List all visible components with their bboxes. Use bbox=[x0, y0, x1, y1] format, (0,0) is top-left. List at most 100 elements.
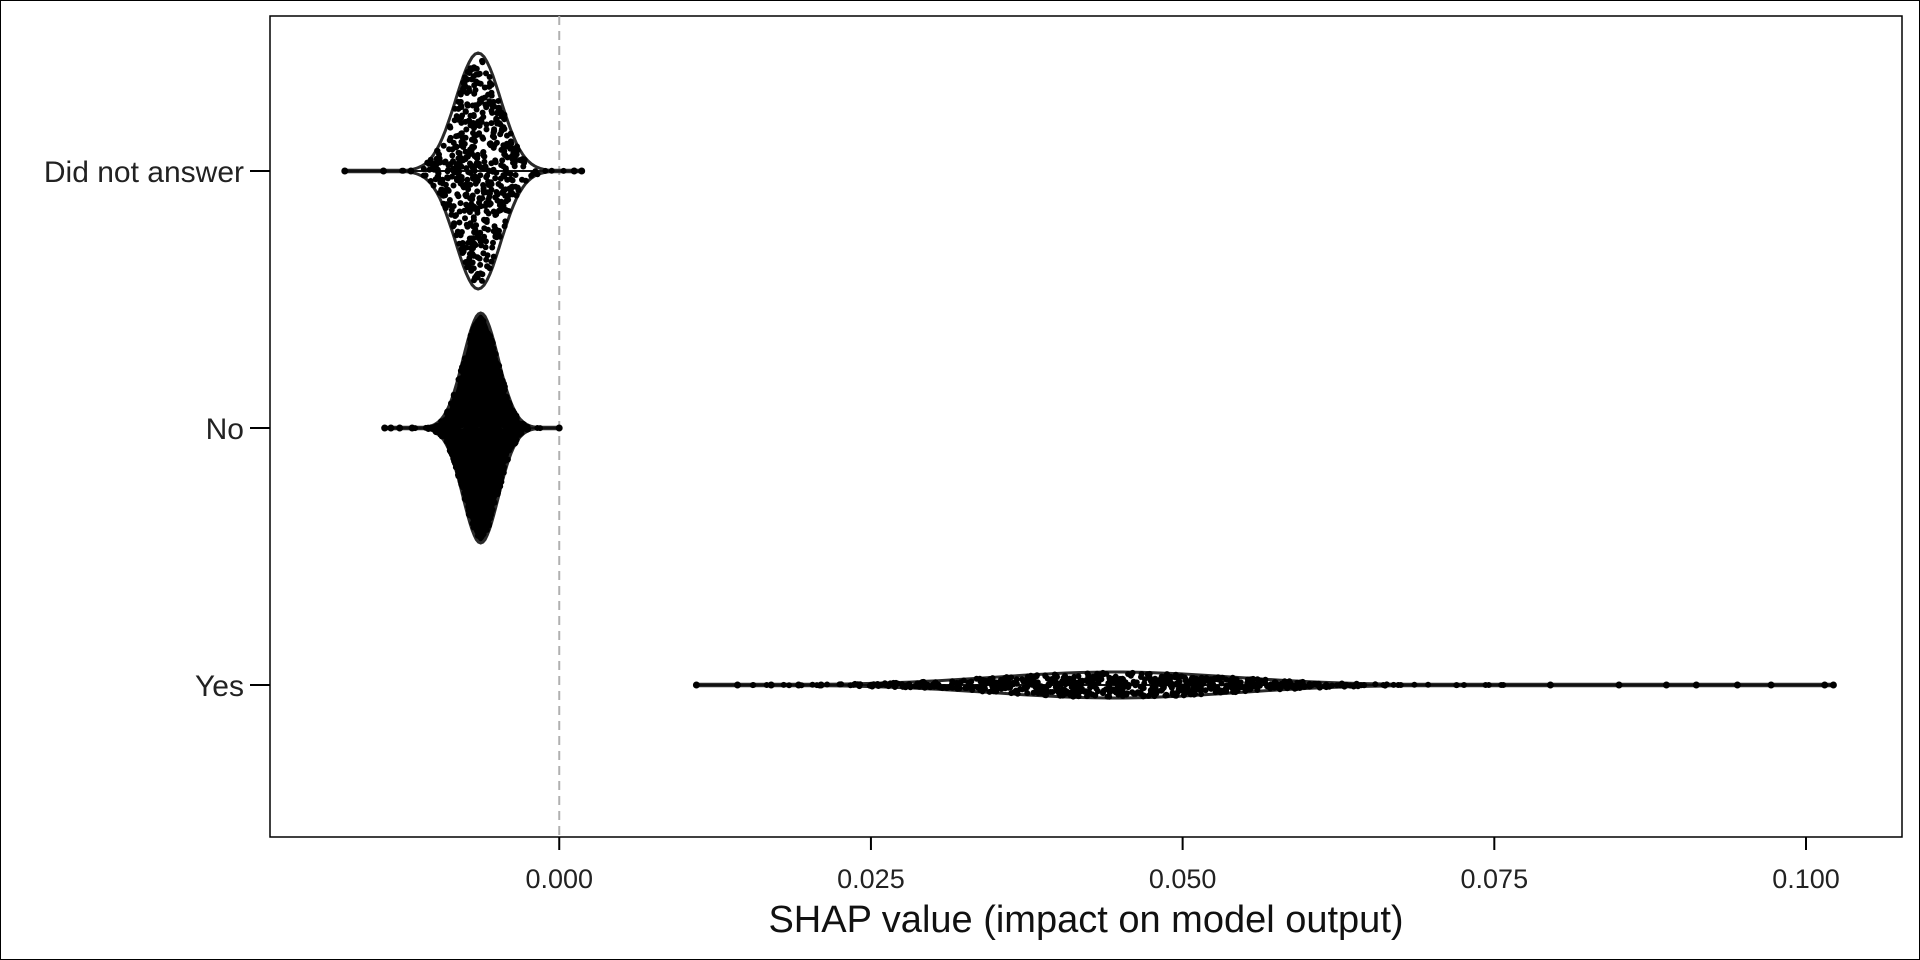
data-point bbox=[490, 390, 497, 396]
data-point bbox=[493, 226, 500, 233]
data-point bbox=[924, 681, 931, 688]
data-point bbox=[492, 378, 499, 385]
data-point bbox=[495, 482, 502, 489]
data-point bbox=[470, 214, 477, 221]
data-point bbox=[468, 373, 475, 380]
data-point bbox=[486, 265, 493, 272]
data-point bbox=[505, 208, 512, 214]
data-point bbox=[1692, 681, 1700, 689]
data-point bbox=[381, 424, 389, 432]
data-point bbox=[949, 684, 956, 691]
data-point bbox=[1003, 674, 1010, 681]
data-point bbox=[442, 192, 449, 199]
data-point bbox=[499, 157, 506, 164]
data-point bbox=[461, 374, 468, 381]
data-point bbox=[470, 112, 477, 118]
x-axis: 0.000 0.025 0.050 0.075 0.100 bbox=[525, 837, 1840, 894]
data-point bbox=[968, 683, 975, 690]
data-point bbox=[501, 223, 508, 230]
data-point bbox=[465, 436, 472, 443]
data-point bbox=[459, 240, 466, 246]
data-point bbox=[750, 682, 757, 688]
data-point bbox=[459, 484, 466, 491]
data-point bbox=[517, 421, 523, 428]
data-point bbox=[486, 83, 493, 90]
data-point bbox=[479, 277, 485, 284]
data-point bbox=[430, 182, 437, 189]
data-point bbox=[1057, 692, 1064, 699]
data-point bbox=[1350, 683, 1357, 690]
data-point bbox=[504, 398, 511, 405]
data-point bbox=[485, 404, 492, 411]
data-point bbox=[472, 500, 479, 507]
data-point bbox=[480, 520, 486, 527]
data-point bbox=[1767, 681, 1775, 689]
data-point bbox=[473, 346, 480, 353]
data-point bbox=[1299, 678, 1306, 685]
data-point bbox=[470, 473, 477, 480]
data-point bbox=[464, 69, 471, 75]
data-point bbox=[471, 478, 478, 485]
data-point bbox=[1020, 678, 1027, 685]
data-point bbox=[448, 211, 455, 218]
data-point bbox=[1397, 682, 1404, 688]
data-point bbox=[457, 200, 464, 207]
data-point bbox=[470, 65, 477, 72]
data-point bbox=[483, 415, 490, 422]
data-point bbox=[508, 185, 515, 192]
data-point bbox=[471, 427, 478, 434]
data-point bbox=[478, 482, 485, 489]
data-point bbox=[492, 194, 499, 201]
data-point bbox=[501, 432, 508, 439]
data-point bbox=[1482, 682, 1489, 688]
data-point bbox=[462, 83, 469, 90]
data-point bbox=[1169, 691, 1176, 698]
data-point bbox=[472, 414, 479, 420]
data-point bbox=[464, 90, 470, 96]
data-point bbox=[450, 182, 457, 189]
data-point bbox=[893, 680, 899, 687]
data-point bbox=[456, 208, 463, 215]
data-point bbox=[481, 158, 488, 165]
data-point bbox=[408, 424, 416, 432]
data-point bbox=[511, 159, 518, 166]
data-point bbox=[455, 193, 462, 200]
data-point bbox=[492, 368, 499, 375]
data-point bbox=[504, 132, 510, 139]
data-point bbox=[455, 155, 462, 162]
data-point bbox=[502, 143, 509, 150]
data-point bbox=[480, 164, 487, 171]
data-point bbox=[509, 190, 516, 197]
data-point bbox=[1147, 687, 1154, 694]
violin-no bbox=[381, 311, 563, 545]
data-point bbox=[824, 681, 831, 688]
data-point bbox=[1058, 681, 1065, 688]
data-point bbox=[1219, 674, 1226, 681]
data-point bbox=[463, 357, 470, 364]
data-point bbox=[1123, 682, 1130, 689]
data-point bbox=[480, 149, 487, 155]
data-point bbox=[1138, 671, 1145, 677]
data-point bbox=[480, 182, 487, 188]
data-point bbox=[1179, 683, 1186, 690]
data-point bbox=[692, 681, 700, 689]
data-point bbox=[476, 195, 483, 202]
data-point bbox=[427, 178, 434, 184]
data-point bbox=[496, 465, 503, 472]
x-tick-label: 0.000 bbox=[525, 864, 593, 894]
data-point bbox=[968, 678, 975, 685]
data-point bbox=[463, 403, 470, 410]
data-point bbox=[477, 229, 484, 236]
data-point bbox=[1167, 673, 1174, 680]
data-point bbox=[838, 681, 845, 688]
data-point bbox=[450, 455, 457, 462]
data-point bbox=[492, 159, 499, 166]
data-point bbox=[473, 404, 480, 411]
data-point bbox=[476, 397, 483, 404]
data-point bbox=[494, 403, 501, 410]
data-point bbox=[400, 167, 407, 174]
data-point bbox=[463, 244, 470, 251]
data-point bbox=[1234, 687, 1241, 694]
data-point bbox=[473, 418, 480, 425]
data-point bbox=[477, 261, 484, 268]
